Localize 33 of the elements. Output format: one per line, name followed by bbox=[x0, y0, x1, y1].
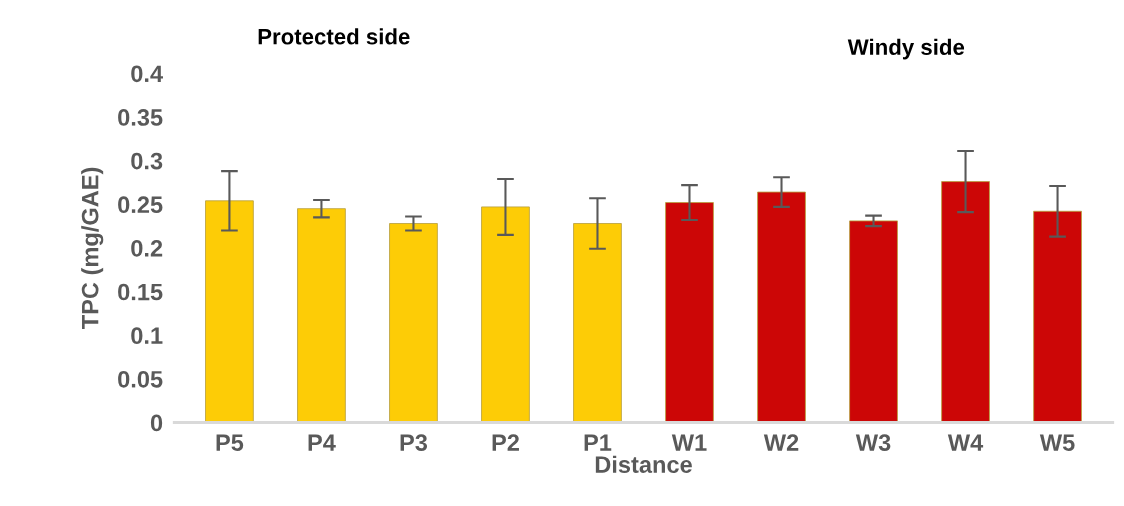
text: Protected side bbox=[258, 28, 410, 45]
bar bbox=[1033, 210, 1082, 423]
x-tick-label: P4 bbox=[308, 434, 336, 451]
text: Windy side bbox=[847, 38, 965, 60]
x-tick-label: P3 bbox=[400, 434, 428, 451]
y-tick-label: 0.35 bbox=[118, 109, 163, 126]
bar bbox=[297, 208, 346, 423]
x-tick-label: W3 bbox=[855, 434, 891, 451]
bar bbox=[205, 200, 254, 423]
x-tick-label: P1 bbox=[584, 434, 612, 451]
bar bbox=[849, 220, 898, 423]
y-tick-label: 0.25 bbox=[118, 196, 163, 214]
x-tick-label: W4 bbox=[947, 434, 984, 451]
y-tick-label: 0.05 bbox=[118, 370, 163, 388]
x-tick-label: W2 bbox=[763, 434, 799, 451]
bar bbox=[757, 191, 806, 423]
x-tick-label: P2 bbox=[492, 434, 519, 451]
y-tick-label: 0.15 bbox=[118, 283, 163, 301]
y-tick-label: 0.3 bbox=[131, 152, 163, 170]
bar bbox=[941, 181, 990, 423]
bar bbox=[573, 223, 622, 423]
y-tick-label: 0.4 bbox=[131, 65, 163, 83]
x-axis-title: Distance bbox=[595, 455, 692, 473]
y-axis-title: TPC (mg/GAE) bbox=[81, 167, 104, 329]
y-tick-label: 0.1 bbox=[131, 327, 163, 345]
bar bbox=[665, 202, 714, 423]
x-tick-label: W1 bbox=[671, 434, 707, 451]
x-tick-label: W5 bbox=[1039, 434, 1075, 451]
y-tick-label: 0.2 bbox=[131, 240, 163, 257]
y-tick-label: 0 bbox=[150, 414, 163, 432]
x-tick-label: P5 bbox=[216, 434, 244, 451]
bar bbox=[481, 206, 530, 423]
bar bbox=[389, 223, 438, 423]
